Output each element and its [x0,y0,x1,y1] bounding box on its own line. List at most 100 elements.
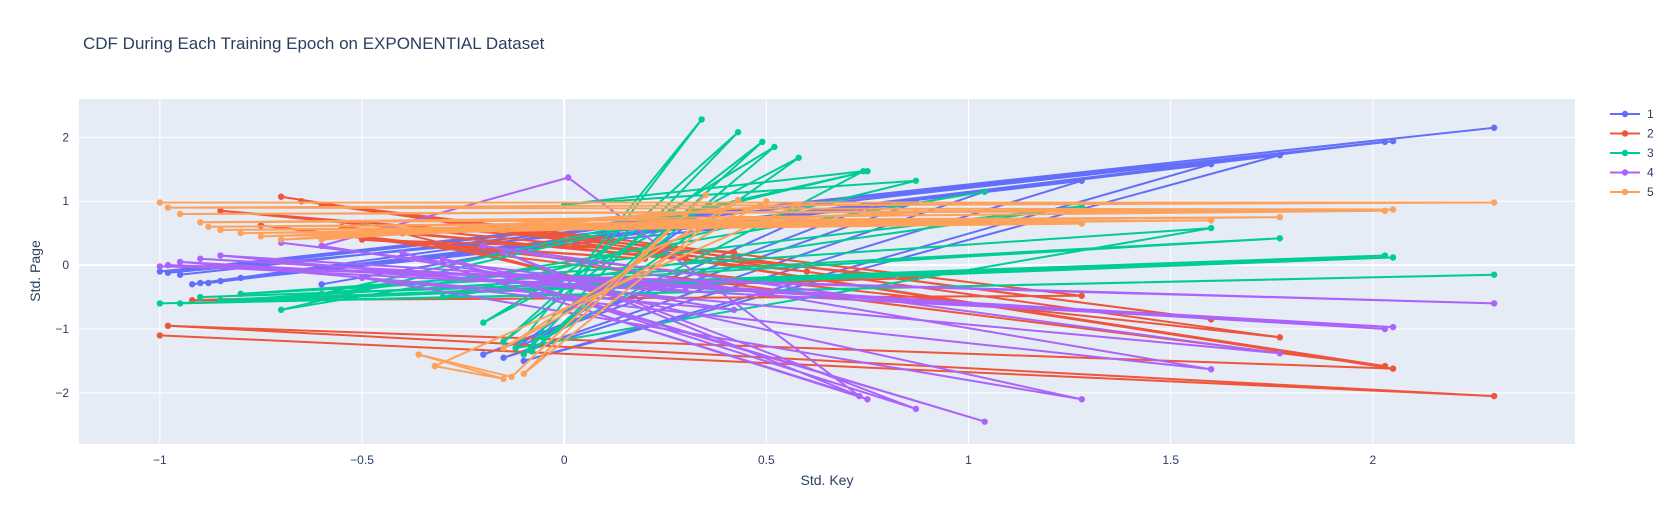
data-point[interactable] [759,138,766,146]
legend-item-3[interactable]: 3 [1610,146,1654,160]
data-point[interactable] [1389,137,1397,145]
data-point[interactable] [500,375,507,383]
data-point[interactable] [864,167,871,175]
data-point[interactable] [217,207,224,215]
data-point[interactable] [257,233,265,240]
data-point[interactable] [508,373,515,381]
data-point[interactable] [176,300,184,307]
data-point[interactable] [912,405,920,413]
data-point[interactable] [156,263,164,270]
data-point[interactable] [197,255,204,262]
data-point[interactable] [1490,300,1498,307]
data-point[interactable] [864,396,871,403]
data-point[interactable] [500,354,507,361]
data-point[interactable] [217,277,224,285]
series-line-1[interactable] [158,126,1495,362]
data-point[interactable] [318,290,325,298]
data-point[interactable] [1078,177,1085,184]
data-point[interactable] [205,279,212,287]
data-point[interactable] [803,268,810,275]
data-point[interactable] [1078,220,1085,227]
data-point[interactable] [164,261,172,269]
data-point[interactable] [217,252,224,259]
data-point[interactable] [439,293,447,301]
data-point[interactable] [856,392,863,400]
data-point[interactable] [565,174,572,181]
data-point[interactable] [1078,292,1085,299]
data-point[interactable] [641,249,649,256]
data-point[interactable] [1276,213,1284,221]
data-point[interactable] [164,322,172,330]
data-point[interactable] [520,357,527,365]
data-point[interactable] [217,297,224,304]
data-point[interactable] [1490,392,1498,400]
data-point[interactable] [734,196,742,204]
data-point[interactable] [156,199,164,206]
legend-item-2[interactable]: 2 [1610,127,1654,141]
legend-item-5[interactable]: 5 [1610,185,1654,199]
data-point[interactable] [520,351,527,358]
data-point[interactable] [1207,366,1215,373]
data-point[interactable] [520,281,527,288]
data-point[interactable] [318,236,325,243]
data-point[interactable] [1207,224,1215,232]
data-point[interactable] [1389,365,1397,372]
data-point[interactable] [1078,396,1085,403]
data-point[interactable] [1490,199,1498,206]
data-point[interactable] [318,242,325,250]
data-point[interactable] [480,351,487,358]
data-point[interactable] [771,143,778,151]
legend-item-4[interactable]: 4 [1610,166,1654,180]
data-point[interactable] [237,274,244,282]
data-point[interactable] [156,300,164,307]
data-point[interactable] [318,281,325,288]
data-point[interactable] [480,242,487,250]
data-point[interactable] [1276,334,1284,341]
data-point[interactable] [540,335,548,342]
data-point[interactable] [512,344,519,352]
data-point[interactable] [1381,362,1389,370]
data-point[interactable] [480,319,487,326]
data-point[interactable] [1381,325,1389,333]
data-point[interactable] [1389,323,1397,331]
data-point[interactable] [277,236,285,243]
data-point[interactable] [1381,138,1389,146]
data-point[interactable] [1381,207,1389,215]
data-point[interactable] [682,287,689,294]
series-5[interactable] [156,191,1498,383]
data-point[interactable] [1389,254,1397,261]
series-line-5[interactable] [159,193,1496,380]
data-point[interactable] [431,362,439,370]
data-point[interactable] [698,116,705,123]
data-point[interactable] [1490,124,1498,131]
data-point[interactable] [176,271,184,278]
data-point[interactable] [164,204,172,211]
data-point[interactable] [500,344,507,352]
data-point[interactable] [217,226,224,234]
data-point[interactable] [358,236,366,243]
data-point[interactable] [399,249,406,256]
data-point[interactable] [682,255,689,262]
data-point[interactable] [156,332,164,339]
data-point[interactable] [277,193,285,200]
data-point[interactable] [528,348,536,355]
data-point[interactable] [912,209,920,216]
data-point[interactable] [730,249,738,256]
data-point[interactable] [439,242,447,250]
data-point[interactable] [205,223,212,230]
data-point[interactable] [156,268,164,275]
data-point[interactable] [1276,350,1284,357]
data-point[interactable] [1389,206,1397,213]
data-point[interactable] [734,129,742,136]
data-point[interactable] [277,306,285,314]
data-point[interactable] [500,249,507,256]
data-point[interactable] [439,255,447,262]
data-point[interactable] [912,177,920,184]
data-point[interactable] [415,351,422,358]
data-point[interactable] [1381,252,1389,259]
data-point[interactable] [237,229,244,237]
legend-item-1[interactable]: 1 [1610,107,1654,121]
data-point[interactable] [682,210,689,218]
data-point[interactable] [197,293,204,301]
data-point[interactable] [197,219,204,226]
